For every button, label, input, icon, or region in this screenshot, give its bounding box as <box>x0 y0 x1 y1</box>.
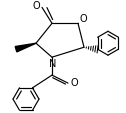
Text: O: O <box>32 1 40 11</box>
Polygon shape <box>15 44 36 52</box>
Text: N: N <box>49 59 57 69</box>
Text: O: O <box>79 14 87 24</box>
Text: O: O <box>70 77 78 87</box>
